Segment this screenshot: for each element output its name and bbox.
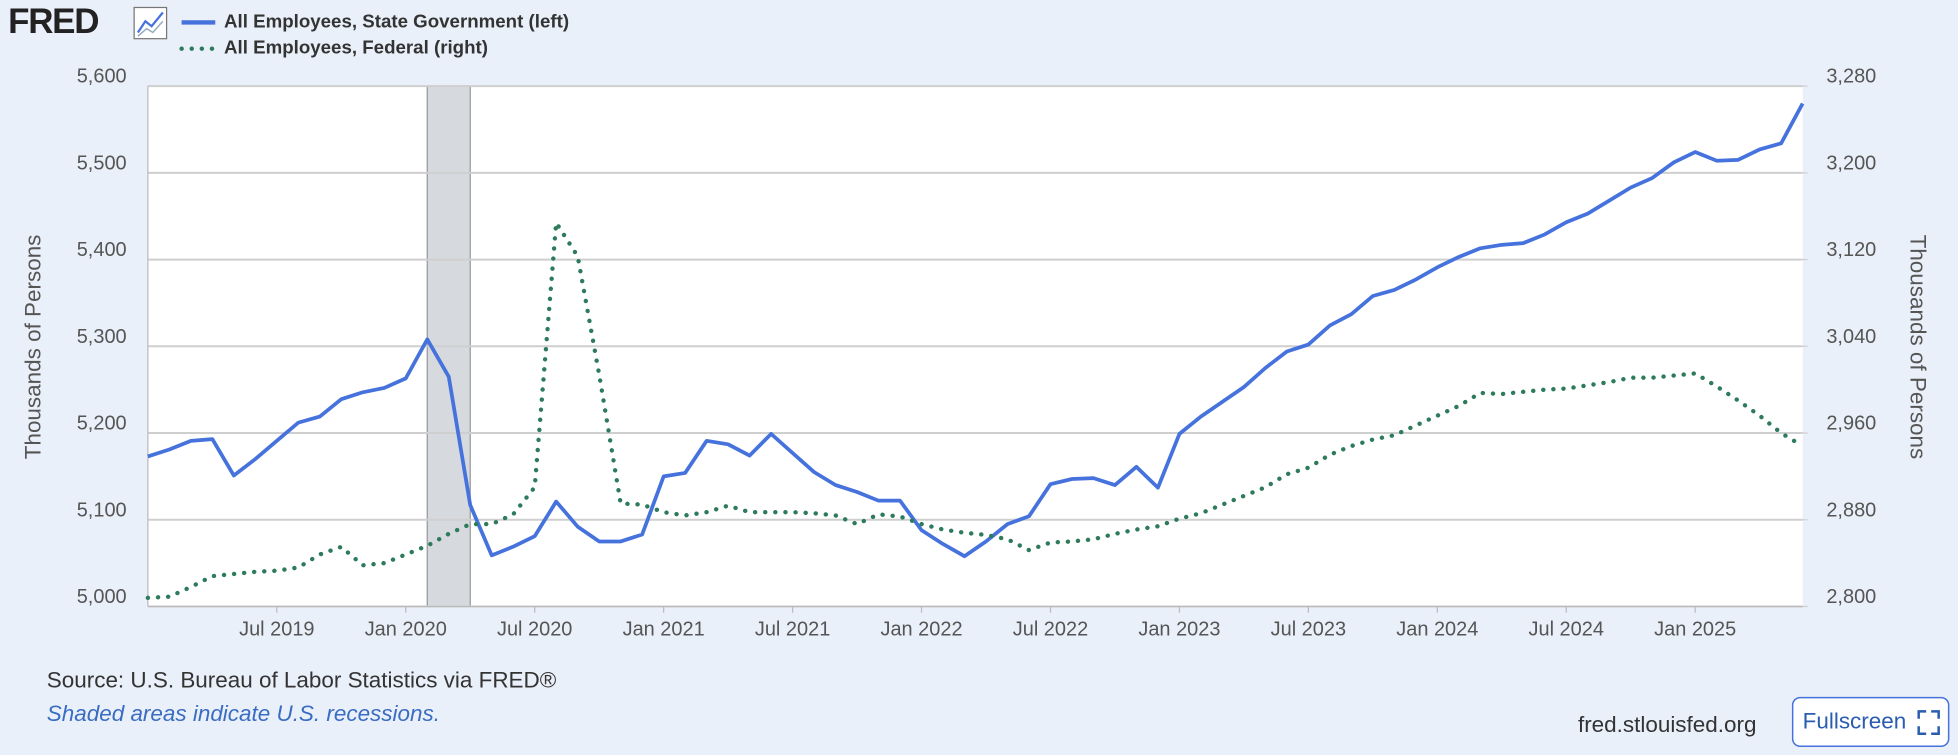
y2-tick-label: 3,040 [1826,326,1876,348]
y-tick-label: 5,400 [77,239,127,261]
y-axis-title: Thousands of Persons [20,235,45,460]
y2-tick-label: 3,280 [1826,66,1876,88]
y2-tick-label: 2,960 [1826,413,1876,435]
y2-tick-label: 3,120 [1826,239,1876,261]
x-tick-label: Jan 2021 [623,618,705,640]
source: Source: U.S. Bureau of Labor Statistics … [47,667,557,692]
y-tick-label: 5,300 [77,326,127,348]
series-line [147,102,1805,559]
y2-tick-label: 2,800 [1826,586,1876,608]
y-tick-label: 5,200 [77,413,127,435]
x-tick-label: Jan 2020 [365,618,447,640]
x-tick-label: Jan 2025 [1654,618,1736,640]
fullscreen-button[interactable]: Fullscreen [1791,696,1950,748]
legend-label: All Employees, Federal (right) [224,37,488,58]
x-tick-label: Jul 2019 [239,618,314,640]
fullscreen-label[interactable]: Fullscreen [1803,708,1907,733]
y2-axis-title: Thousands of Persons [1905,235,1930,460]
site-url: fred.stlouisfed.org [1578,712,1756,737]
x-tick-label: Jul 2021 [755,618,830,640]
x-tick-label: Jul 2023 [1271,618,1346,640]
y-tick-label: 5,100 [77,499,127,521]
y-tick-label: 5,500 [77,152,127,174]
x-tick-label: Jul 2022 [1013,618,1088,640]
y2-tick-label: 3,200 [1826,152,1876,174]
y2-tick-label: 2,880 [1826,499,1876,521]
x-tick-label: Jan 2022 [880,618,962,640]
y-tick-label: 5,600 [77,66,127,88]
logo-icon [133,6,168,40]
x-tick-label: Jul 2020 [497,618,572,640]
x-tick-label: Jul 2024 [1529,618,1604,640]
x-tick-label: Jan 2024 [1396,618,1478,640]
y-tick-label: 5,000 [77,586,127,608]
recession-note: Shaded areas indicate U.S. recessions. [47,701,440,726]
legend-label: All Employees, State Government (left) [224,10,569,31]
logo: FRED [8,2,98,41]
x-tick-label: Jan 2023 [1138,618,1220,640]
